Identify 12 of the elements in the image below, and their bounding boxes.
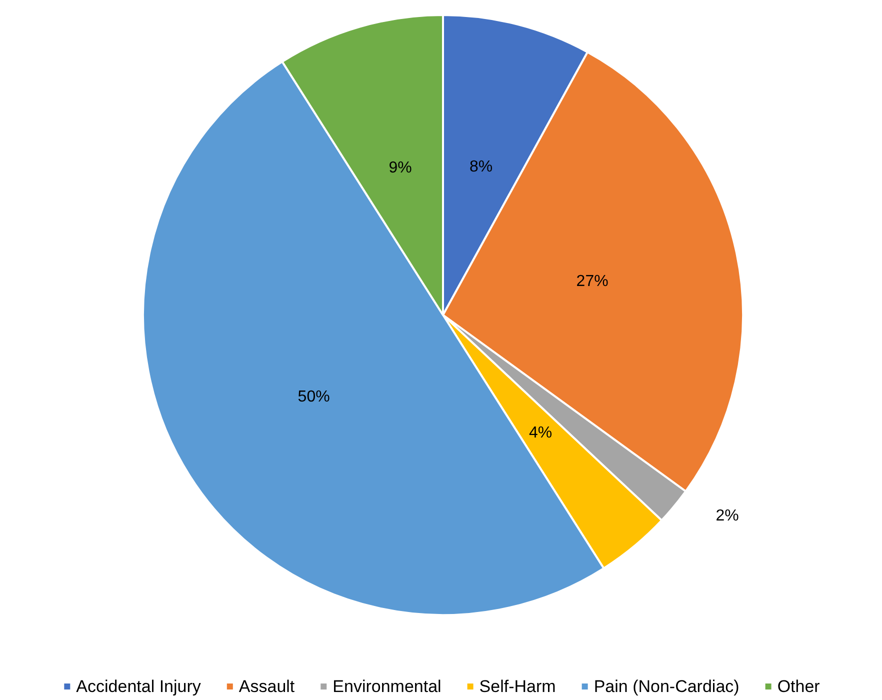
legend-label: Environmental xyxy=(332,677,442,696)
legend-label: Self-Harm xyxy=(479,677,556,696)
data-label: 8% xyxy=(469,158,493,176)
data-label: 4% xyxy=(528,424,552,442)
legend-label: Other xyxy=(777,677,820,696)
legend-label: Assault xyxy=(238,677,295,696)
data-label: 2% xyxy=(716,507,739,524)
data-label: 50% xyxy=(298,388,330,406)
legend-label: Pain (Non-Cardiac) xyxy=(594,677,740,696)
data-label: 9% xyxy=(388,160,412,177)
legend-label: Accidental Injury xyxy=(76,677,202,696)
data-label: 27% xyxy=(576,273,608,290)
